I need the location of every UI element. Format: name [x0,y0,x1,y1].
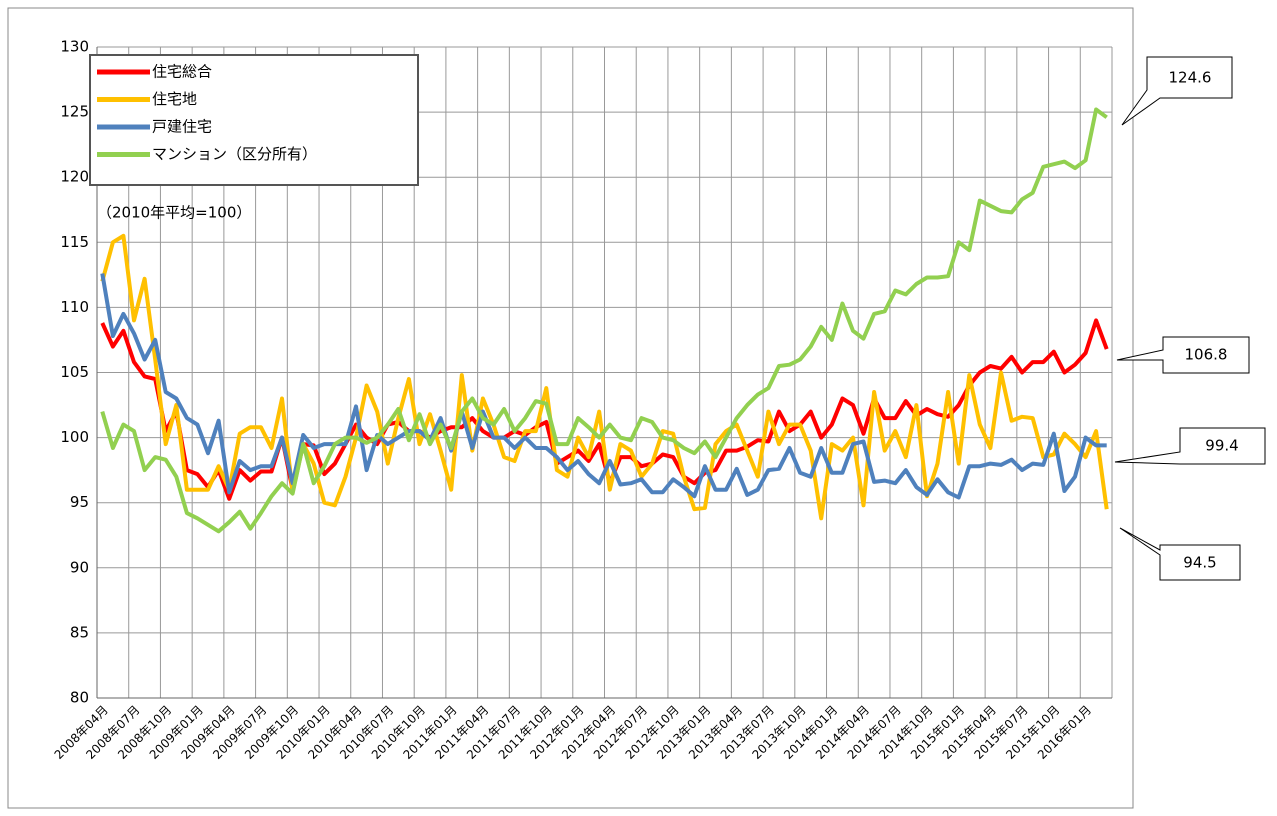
callout [1121,56,1233,126]
callout-label: 94.5 [1183,554,1216,572]
callouts: 124.6 106.8 99.4 94.5 [1114,56,1266,581]
y-tick-label: 115 [60,233,89,251]
y-tick-label: 125 [60,103,89,121]
y-tick-label: 90 [70,558,89,576]
y-tick-label: 95 [70,493,89,511]
legend-label: 戸建住宅 [152,118,212,136]
y-tick-label: 100 [60,428,89,446]
y-tick-label: 110 [60,298,89,316]
legend-label: マンション（区分所有） [152,145,317,163]
callout [1116,336,1250,374]
callout-label: 124.6 [1169,69,1212,87]
y-tick-label: 80 [70,689,89,707]
callout [1119,527,1241,581]
callout-label: 106.8 [1185,346,1228,364]
y-unit-label: （2010年平均=100） [97,204,251,222]
legend-label: 住宅総合 [152,63,212,81]
callout-label: 99.4 [1205,437,1238,455]
y-tick-label: 130 [60,38,89,56]
y-tick-label: 85 [70,623,89,641]
legend-label: 住宅地 [152,90,197,108]
series-line [100,107,1108,534]
y-tick-label: 105 [60,363,89,381]
series-line [100,233,1109,521]
legend-box [89,54,419,186]
series-line [100,273,1107,500]
y-tick-label: 120 [60,168,89,186]
callout [1114,427,1266,465]
